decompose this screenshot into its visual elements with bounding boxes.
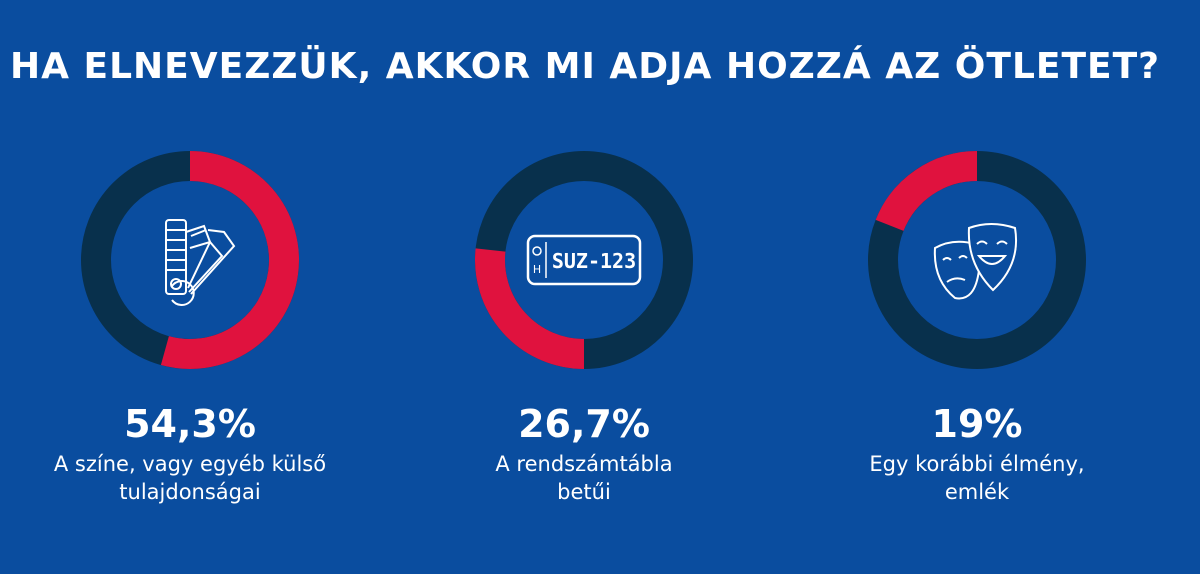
stat-label-line: emlék [944,480,1010,504]
donut-chart-plate [475,151,693,369]
theater-masks-icon [933,223,1017,300]
stat-panel-color: 54,3% A színe, vagy egyéb külső tulajdon… [40,150,340,560]
percent-value: 26,7% [518,402,650,446]
percent-value: 54,3% [124,402,256,446]
license-plate-icon: H SUZ-123 [526,234,642,286]
stat-label: A színe, vagy egyéb külső tulajdonságai [40,450,340,506]
donut-segment-plate [475,248,585,369]
donut-chart-memory [868,151,1086,369]
stat-panel-plate: H SUZ-123 26,7% A rendszámtábla betűi [434,150,734,560]
page-title: HA ELNEVEZZÜK, AKKOR MI ADJA HOZZÁ AZ ÖT… [10,46,1161,87]
donut-segment-memory [875,151,978,232]
stat-label-line: betűi [557,480,611,504]
plate-country-letter: H [533,263,541,276]
stat-label-line: tulajdonságai [119,480,261,504]
percent-value: 19% [931,402,1023,446]
stat-label: Egy korábbi élmény, emlék [827,450,1127,506]
stat-label-line: Egy korábbi élmény, [869,452,1085,476]
plate-number-text: SUZ-123 [552,249,636,273]
donut-segment-color [160,151,299,369]
color-swatch-icon [165,219,236,306]
stat-label-line: A rendszámtábla [495,452,673,476]
stat-label: A rendszámtábla betűi [434,450,734,506]
stat-panel-memory: 19% Egy korábbi élmény, emlék [827,150,1127,560]
stat-label-line: A színe, vagy egyéb külső [53,452,327,476]
donut-chart-color [81,151,299,369]
